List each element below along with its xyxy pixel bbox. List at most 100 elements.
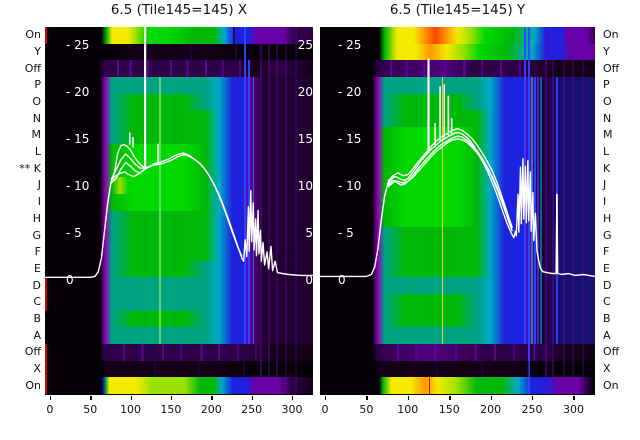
row-label: I (603, 195, 607, 209)
heatmap-stripe (198, 360, 201, 378)
row-label: C (33, 295, 41, 309)
row-label: A (603, 328, 611, 342)
y-tick-label-inner: - 10 (338, 178, 362, 193)
row-label: H (603, 211, 612, 225)
x-axis-tick-label: 200 (480, 403, 502, 416)
y-tick-label-right-edge: 25 (297, 37, 313, 52)
row-label: A (33, 328, 41, 342)
heatmap-stripe (218, 343, 221, 361)
row-label: On (603, 28, 619, 42)
row-label: E (603, 261, 610, 275)
heatmap-stripe (396, 343, 399, 361)
row-label: ** K (19, 161, 41, 175)
x-axis-tick (573, 395, 575, 400)
heatmap-row (320, 377, 595, 394)
heatmap-stripe (242, 360, 245, 378)
x-axis-tick-label: 250 (521, 403, 543, 416)
row-label: J (603, 178, 607, 192)
row-label: X (33, 361, 41, 375)
row-label: M (31, 128, 42, 142)
heatmap-stripe (481, 60, 484, 78)
heatmap-stripe (248, 60, 251, 344)
heatmap-stripe (390, 60, 393, 78)
heatmap-stripe (45, 277, 47, 311)
heatmap-stripe (532, 343, 535, 361)
heatmap-stripe (145, 43, 149, 61)
heatmap-stripe (434, 343, 437, 361)
heatmap-stripe (572, 27, 575, 394)
heatmap-stripe (221, 60, 224, 78)
x-axis-tick (130, 395, 132, 400)
y-tick-label-right-edge: 15 (297, 131, 313, 146)
row-label: K (603, 161, 611, 175)
heatmap-stripe (404, 60, 408, 78)
x-axis-tick (251, 395, 253, 400)
heatmap-stripe (141, 343, 145, 361)
heatmap-stripe (428, 377, 431, 394)
heatmap-stripe (260, 27, 263, 394)
x-axis-tick (324, 395, 327, 400)
x-axis-tick-label: 150 (160, 403, 182, 416)
x-axis-tick-label: 100 (397, 403, 419, 416)
y-tick-label-inner: - 10 (66, 178, 90, 193)
heatmap-stripe (493, 343, 496, 361)
heatmap-stripe (295, 27, 298, 394)
heatmap-stripe (258, 43, 261, 61)
heatmap-stripe (236, 343, 239, 361)
heatmap-stripe (234, 43, 237, 61)
x-axis-tick (532, 395, 534, 400)
row-label: C (603, 295, 611, 309)
x-axis-tick (292, 395, 294, 400)
heatmap-stripe (444, 60, 447, 78)
heatmap-stripe (147, 60, 150, 78)
x-axis-tick-label: 150 (438, 403, 460, 416)
row-label: F (34, 245, 41, 259)
row-label: O (603, 95, 612, 109)
heatmap-stripe (267, 27, 270, 394)
heatmap-stripe (562, 27, 565, 394)
heatmap-stripe (129, 60, 133, 78)
heatmap-stripe (512, 343, 515, 361)
row-label: G (603, 228, 612, 242)
row-label: Y (603, 45, 610, 59)
x-axis-tick (211, 395, 213, 400)
heatmap-stripe (153, 360, 156, 378)
profile-trace (387, 127, 513, 229)
y-tick-label-inner: - 20 (66, 84, 90, 99)
x-axis-tick (407, 395, 410, 400)
y-tick-label-right-edge: 5 (305, 226, 313, 241)
y-tick-label-right-edge: 10 (297, 178, 313, 193)
row-label: G (32, 228, 41, 242)
heatmap-stripe (551, 27, 554, 394)
row-label: B (603, 311, 611, 325)
heatmap-stripe (244, 27, 247, 344)
x-axis-tick-label: 0 (46, 403, 54, 416)
heatmap-stripe (158, 77, 161, 344)
y-tick-label-inner: 0 (66, 273, 74, 288)
profile-traces (320, 58, 595, 278)
row-label: P (603, 78, 610, 92)
row-label: On (25, 28, 41, 42)
x-axis-tick-label: 50 (359, 403, 374, 416)
heatmap-stripe (518, 60, 521, 78)
heatmap-stripe (179, 343, 182, 361)
x-axis-tick (90, 395, 92, 400)
profile-traces (45, 27, 313, 279)
heatmap-panel-x: - 25 25- 20 20- 15 15- 10 10- 5 5 0 0 0 50 100 150 2… (45, 27, 313, 416)
row-label: Off (24, 345, 41, 359)
heatmap-stripe (526, 360, 529, 378)
heatmap-stripe (435, 360, 438, 378)
row-label: Off (603, 61, 620, 75)
row-label: N (32, 111, 41, 125)
heatmap-stripe (414, 343, 418, 361)
row-label: L (603, 145, 610, 159)
x-axis-line (45, 394, 313, 396)
heatmap-panel-y: - 25 - 20 - 15 - 10 - 5 0 0 50 100 150 200 250 300 (320, 27, 595, 416)
row-label: L (34, 145, 41, 159)
row-label: I (37, 195, 41, 209)
heatmap-stripe (441, 77, 444, 344)
x-axis-tick (449, 395, 451, 400)
row-label: Off (24, 61, 41, 75)
heatmap-stripe (200, 343, 204, 361)
